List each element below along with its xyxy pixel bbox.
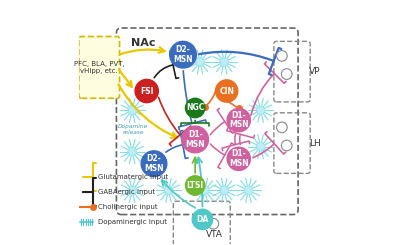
Circle shape <box>256 106 265 115</box>
Circle shape <box>281 140 292 151</box>
Circle shape <box>227 109 250 132</box>
Text: NGC: NGC <box>186 103 204 112</box>
Circle shape <box>220 186 228 195</box>
Circle shape <box>244 186 253 195</box>
Circle shape <box>135 79 158 103</box>
Text: Dopaminergic input: Dopaminergic input <box>98 219 167 225</box>
Circle shape <box>220 58 228 66</box>
Circle shape <box>128 186 136 195</box>
FancyBboxPatch shape <box>79 37 120 98</box>
Text: LH: LH <box>309 139 321 147</box>
Text: VTA: VTA <box>206 230 223 239</box>
Circle shape <box>216 80 238 102</box>
Circle shape <box>256 142 265 151</box>
Circle shape <box>208 219 219 229</box>
Text: VP: VP <box>309 67 320 76</box>
Text: CIN: CIN <box>219 86 234 96</box>
Text: LTSI: LTSI <box>186 181 204 190</box>
Text: NAc: NAc <box>131 38 156 48</box>
Circle shape <box>186 176 205 195</box>
Text: Dopamine
release: Dopamine release <box>118 124 148 135</box>
Text: D1-
MSN: D1- MSN <box>229 149 248 168</box>
Circle shape <box>164 186 173 195</box>
Circle shape <box>128 106 136 115</box>
Circle shape <box>227 147 250 171</box>
Circle shape <box>200 186 209 195</box>
Text: D1-
MSN: D1- MSN <box>229 111 248 129</box>
Circle shape <box>141 151 167 176</box>
Circle shape <box>170 41 196 68</box>
Text: FSI: FSI <box>140 86 154 96</box>
Circle shape <box>192 209 212 230</box>
Text: Cholinergic input: Cholinergic input <box>98 204 158 210</box>
Text: DA: DA <box>196 215 208 224</box>
Text: GABAergic input: GABAergic input <box>98 189 155 195</box>
Text: D2-
MSN: D2- MSN <box>173 45 193 64</box>
Text: PFC, BLA, PVT,
vHipp, etc.: PFC, BLA, PVT, vHipp, etc. <box>74 61 125 74</box>
Text: D2-
MSN: D2- MSN <box>144 154 164 173</box>
Circle shape <box>281 69 292 79</box>
Circle shape <box>182 126 208 153</box>
Circle shape <box>276 122 287 133</box>
Circle shape <box>128 147 136 156</box>
Circle shape <box>196 58 204 66</box>
Circle shape <box>276 50 287 61</box>
Text: Glutamatergic input: Glutamatergic input <box>98 174 168 180</box>
Text: D1-
MSN: D1- MSN <box>185 130 205 149</box>
Circle shape <box>186 98 205 118</box>
